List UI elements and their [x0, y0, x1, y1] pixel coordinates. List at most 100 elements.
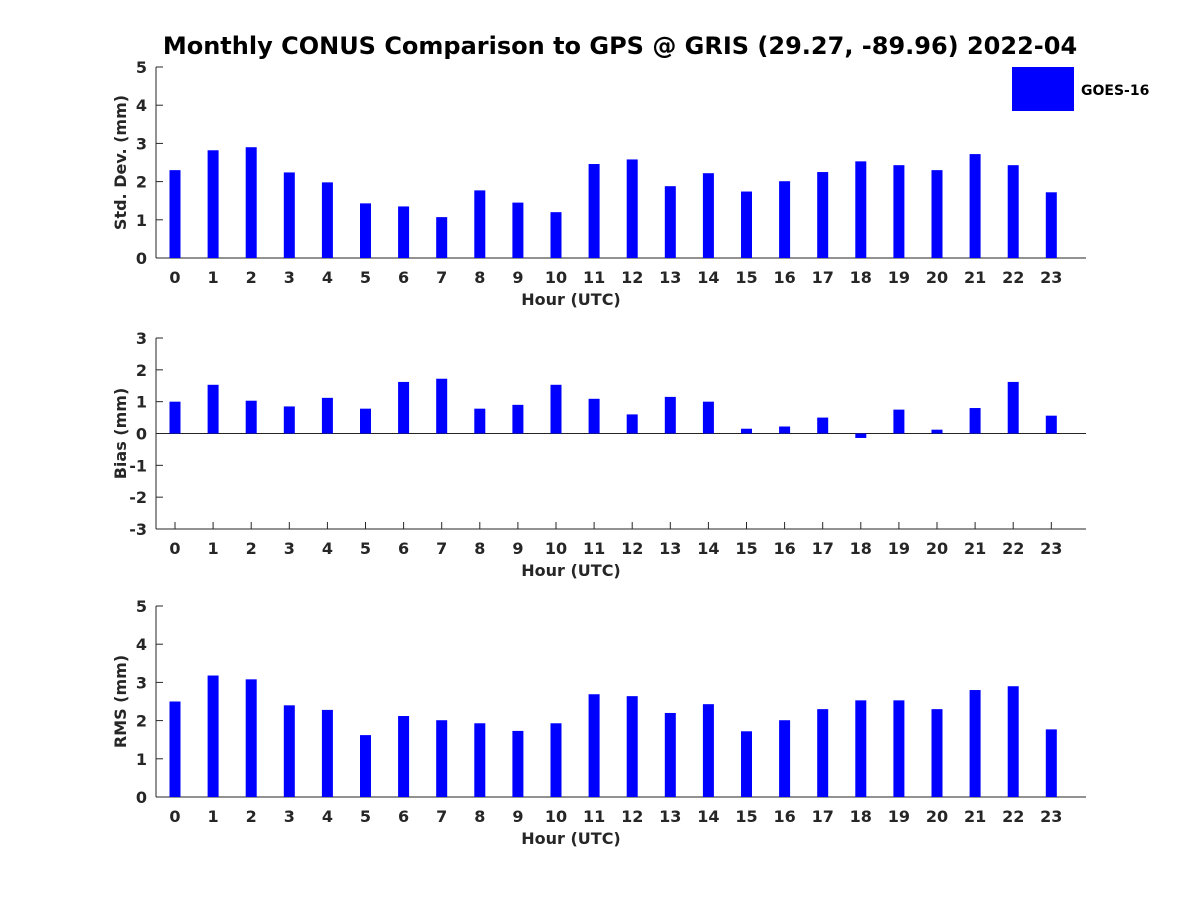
x-tick-label: 8 — [474, 807, 485, 826]
y-tick-label: 3 — [136, 329, 147, 348]
y-tick-label: 2 — [136, 712, 147, 731]
bar-hour-2 — [245, 147, 257, 258]
x-tick-label: 23 — [1040, 268, 1062, 287]
bar-hour-13 — [664, 186, 676, 258]
x-tick-label: 10 — [545, 539, 567, 558]
bar-hour-15 — [741, 428, 752, 434]
x-tick-label: 15 — [735, 807, 757, 826]
legend-label: GOES-16 — [1081, 83, 1149, 99]
x-tick-label: 20 — [926, 539, 948, 558]
x-tick-label: 1 — [208, 268, 219, 287]
x-tick-label: 23 — [1040, 539, 1062, 558]
x-tick-label: 19 — [888, 807, 910, 826]
bar-hour-9 — [512, 404, 524, 434]
y-tick-label: 5 — [136, 597, 147, 616]
y-tick-label: 3 — [136, 673, 147, 692]
x-tick-label: 20 — [926, 807, 948, 826]
bar-hour-17 — [817, 417, 829, 434]
x-tick-label: 5 — [360, 539, 371, 558]
bar-hour-2 — [245, 400, 257, 434]
bar-hour-0 — [169, 170, 181, 258]
x-tick-label: 7 — [436, 539, 447, 558]
x-tick-label: 22 — [1002, 807, 1024, 826]
bar-hour-12 — [626, 414, 638, 434]
bar-hour-10 — [550, 384, 562, 434]
x-tick-label: 18 — [850, 268, 872, 287]
bar-hour-11 — [588, 694, 600, 797]
x-tick-label: 18 — [850, 539, 872, 558]
bar-hour-14 — [702, 401, 714, 434]
x-tick-label: 1 — [208, 807, 219, 826]
x-tick-label: 7 — [436, 807, 447, 826]
bar-hour-5 — [360, 203, 371, 258]
bar-hour-18 — [855, 433, 867, 438]
bar-hour-23 — [1045, 415, 1057, 434]
x-tick-label: 9 — [512, 268, 523, 287]
bar-hour-21 — [969, 154, 981, 258]
bar-hour-16 — [779, 426, 791, 434]
x-tick-label: 9 — [512, 807, 523, 826]
x-tick-label: 2 — [246, 539, 257, 558]
bar-hour-21 — [969, 408, 981, 434]
bar-hour-22 — [1007, 686, 1019, 797]
bar-hour-5 — [360, 408, 371, 434]
x-tick-label: 10 — [545, 807, 567, 826]
bar-hour-13 — [664, 396, 676, 434]
bar-hour-19 — [893, 700, 905, 797]
bar-hour-20 — [931, 429, 943, 434]
x-tick-label: 14 — [697, 268, 719, 287]
y-tick-label: 5 — [136, 58, 147, 77]
bar-hour-4 — [321, 709, 333, 797]
x-axis-label: Hour (UTC) — [521, 829, 621, 848]
x-tick-label: 15 — [735, 268, 757, 287]
bar-hour-4 — [321, 182, 333, 258]
legend-swatch — [1012, 67, 1074, 111]
x-tick-label: 2 — [246, 268, 257, 287]
x-tick-label: 19 — [888, 268, 910, 287]
bar-hour-3 — [283, 705, 295, 797]
y-tick-label: 2 — [136, 361, 147, 380]
y-tick-label: 3 — [136, 134, 147, 153]
bar-hour-0 — [169, 401, 181, 434]
bar-hour-7 — [436, 720, 448, 797]
x-tick-label: 0 — [169, 268, 180, 287]
x-tick-label: 4 — [322, 539, 333, 558]
bar-hour-8 — [474, 190, 486, 258]
x-tick-label: 4 — [322, 807, 333, 826]
y-tick-label: 1 — [136, 211, 147, 230]
x-tick-label: 12 — [621, 539, 643, 558]
bar-hour-19 — [893, 409, 905, 434]
x-tick-label: 11 — [583, 268, 605, 287]
chart-title: Monthly CONUS Comparison to GPS @ GRIS (… — [163, 32, 1077, 60]
y-tick-label: 1 — [136, 750, 147, 769]
bar-hour-1 — [207, 384, 219, 434]
x-tick-label: 3 — [284, 539, 295, 558]
bar-hour-22 — [1007, 165, 1019, 258]
y-tick-label: 4 — [136, 96, 147, 115]
x-axis-label: Hour (UTC) — [521, 561, 621, 580]
x-tick-label: 21 — [964, 268, 986, 287]
bar-hour-15 — [741, 191, 752, 258]
x-tick-label: 14 — [697, 807, 719, 826]
x-tick-label: 22 — [1002, 539, 1024, 558]
x-tick-label: 13 — [659, 807, 681, 826]
bar-hour-20 — [931, 170, 943, 258]
bar-hour-20 — [931, 709, 943, 797]
x-tick-label: 6 — [398, 807, 409, 826]
x-tick-label: 20 — [926, 268, 948, 287]
x-tick-label: 21 — [964, 807, 986, 826]
bar-hour-13 — [664, 712, 676, 797]
x-tick-label: 7 — [436, 268, 447, 287]
x-axis-label: Hour (UTC) — [521, 290, 621, 309]
x-tick-label: 12 — [621, 807, 643, 826]
x-tick-label: 0 — [169, 539, 180, 558]
bar-hour-14 — [702, 173, 714, 258]
bar-hour-6 — [398, 716, 410, 797]
x-tick-label: 11 — [583, 807, 605, 826]
bar-hour-14 — [702, 704, 714, 797]
bar-hour-7 — [436, 217, 448, 258]
